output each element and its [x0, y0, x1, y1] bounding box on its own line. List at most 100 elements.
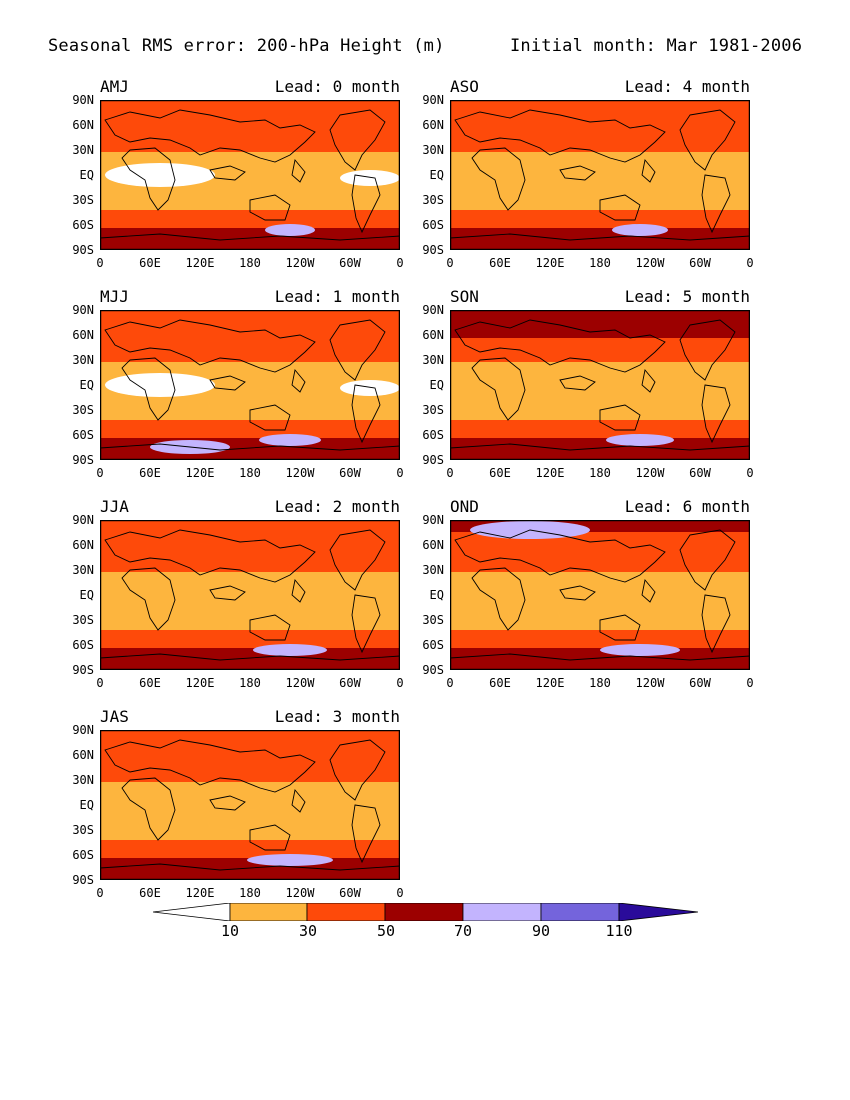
- coastline: [471, 357, 526, 421]
- lat-tick-label: 60S: [72, 848, 94, 862]
- colorbar-below-10: [153, 903, 231, 921]
- coastline: [121, 147, 176, 211]
- lat-tick-label: 90S: [422, 243, 444, 257]
- field-band-polar-north: [100, 730, 400, 742]
- lon-tick-label: 0: [746, 466, 754, 480]
- lat-tick-label: 30N: [72, 773, 94, 787]
- map-panel-aso: ASO Lead: 4 month 90N 60N 30N EQ 30S 60S 90S 0 60E…: [422, 77, 753, 270]
- lat-tick-label: EQ: [429, 378, 444, 392]
- field-band-polar-south: [100, 648, 400, 670]
- lon-tick-label: 120W: [285, 676, 315, 690]
- lat-tick-label: 90N: [422, 93, 444, 107]
- lon-tick-label: 60E: [489, 256, 511, 270]
- colorbar-50-70: [384, 903, 464, 921]
- lon-tick-label: 0: [96, 676, 104, 690]
- lat-tick-label: 30N: [422, 143, 444, 157]
- lon-tick-label: 120W: [285, 886, 315, 900]
- colorbar-label-70: 70: [453, 922, 473, 940]
- map-frame: [100, 310, 400, 460]
- colorbar-30-50: [306, 903, 386, 921]
- panel-season-label: OND: [450, 497, 479, 516]
- panel-lead-label: Lead: 2 month: [274, 497, 400, 516]
- map-panel-mjj: MJJ Lead: 1 month 90N 60N 30N EQ 30S 60S 90S 0 60E…: [72, 287, 403, 480]
- lon-tick-label: 60E: [139, 676, 161, 690]
- panel-lead-label: Lead: 5 month: [624, 287, 750, 306]
- field-band-polar-south: [450, 648, 750, 670]
- panel-lead-label: Lead: 3 month: [274, 707, 400, 726]
- lon-tick-label: 60W: [689, 676, 711, 690]
- coastline: [291, 368, 306, 393]
- lat-tick-label: EQ: [79, 378, 94, 392]
- coastline: [701, 384, 731, 444]
- lon-tick-label: 60E: [139, 466, 161, 480]
- figure-title: Seasonal RMS error: 200-hPa Height (m): [48, 36, 445, 56]
- lat-tick-label: 60N: [72, 328, 94, 342]
- lon-tick-label: 180: [589, 676, 611, 690]
- coastline: [679, 319, 736, 381]
- coastline: [641, 368, 656, 393]
- map-panel-ond: OND Lead: 6 month 90N 60N 30N EQ 30S 60S 90S 0 60E…: [422, 497, 753, 690]
- coastline: [454, 319, 666, 373]
- field-band-polar-south: [450, 438, 750, 460]
- field-band-midlat-north: [100, 112, 400, 152]
- coastline: [121, 357, 176, 421]
- lon-tick-label: 120E: [185, 676, 215, 690]
- field-low-error-region: [105, 373, 215, 397]
- coastline: [641, 158, 656, 183]
- coastline: [104, 109, 316, 163]
- map-panel-jja: JJA Lead: 2 month 90N 60N 30N EQ 30S 60S 90S 0 60E…: [72, 497, 403, 690]
- lon-tick-label: 60W: [339, 676, 361, 690]
- lon-tick-label: 120W: [285, 466, 315, 480]
- panel-season-label: JAS: [100, 707, 129, 726]
- lat-tick-label: 30S: [72, 193, 94, 207]
- field-band-midlat-south: [450, 210, 750, 228]
- lon-tick-label: 60E: [139, 256, 161, 270]
- lon-tick-label: 180: [239, 466, 261, 480]
- map-field: [450, 520, 750, 670]
- lat-tick-label: 30N: [422, 563, 444, 577]
- coastline: [209, 795, 246, 811]
- lon-tick-label: 0: [96, 256, 104, 270]
- coastline: [701, 594, 731, 654]
- map-frame: [450, 520, 750, 670]
- coastline: [351, 594, 381, 654]
- field-high-error-region: [612, 224, 668, 236]
- coastline: [599, 404, 641, 431]
- coastline: [454, 109, 666, 163]
- lon-tick-label: 180: [239, 256, 261, 270]
- lon-tick-label: 0: [96, 466, 104, 480]
- coastline: [559, 165, 596, 181]
- coastline: [104, 739, 316, 793]
- lon-tick-label: 0: [396, 256, 404, 270]
- lat-tick-label: 90S: [72, 873, 94, 887]
- lat-tick-label: 90S: [422, 663, 444, 677]
- lon-tick-label: 0: [446, 466, 454, 480]
- lat-tick-label: 90N: [422, 303, 444, 317]
- map-frame: [100, 100, 400, 250]
- lon-tick-label: 180: [589, 256, 611, 270]
- field-band-midlat-south: [450, 630, 750, 648]
- coastline: [559, 585, 596, 601]
- lon-tick-label: 60W: [339, 256, 361, 270]
- panel-season-label: SON: [450, 287, 479, 306]
- lat-tick-label: EQ: [79, 798, 94, 812]
- coastline: [471, 567, 526, 631]
- lat-tick-label: 90S: [72, 453, 94, 467]
- coastline: [329, 319, 386, 381]
- coastline: [599, 614, 641, 641]
- lat-tick-label: 30N: [422, 353, 444, 367]
- panel-lead-label: Lead: 4 month: [624, 77, 750, 96]
- colorbar-above-110: [618, 903, 698, 921]
- colorbar: [153, 903, 698, 921]
- lat-tick-label: 60N: [72, 748, 94, 762]
- coastline: [450, 233, 750, 241]
- field-band-midlat-south: [100, 630, 400, 648]
- field-band-polar-south: [100, 228, 400, 250]
- coastline: [679, 529, 736, 591]
- map-frame: [100, 520, 400, 670]
- lat-tick-label: 90N: [72, 513, 94, 527]
- field-band-polar-south: [450, 228, 750, 250]
- coastline: [450, 653, 750, 661]
- field-band-midlat-north: [450, 532, 750, 572]
- lon-tick-label: 60E: [139, 886, 161, 900]
